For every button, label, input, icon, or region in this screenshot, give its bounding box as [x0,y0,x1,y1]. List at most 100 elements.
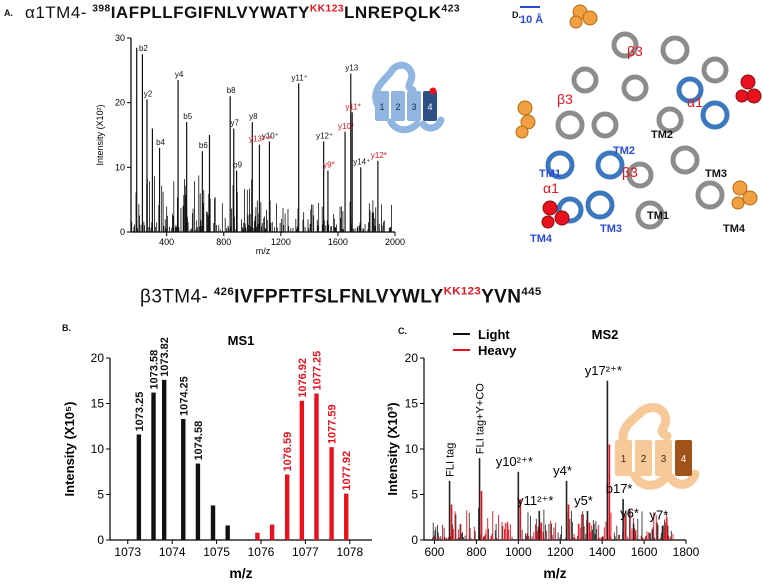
panel-c-label: C. [398,326,407,336]
inset-a-num: 1 [379,102,384,112]
x-tick-label: 1200 [271,237,291,247]
ms1-peak [225,525,230,540]
x-tick-label: 1075 [203,545,230,559]
seq-a-start: 398 [92,3,111,15]
y-tick-label: 20 [91,351,105,365]
peak-label: y11⁺ [291,73,308,82]
peak-label: y4* [553,463,572,478]
peak-label: y10* [338,122,354,131]
y-axis-label: Intensity (X10²) [95,104,105,165]
peak-label: y12⁺ [316,131,333,140]
peak-label: y2 [144,89,153,98]
peak-label: y14⁺ [353,157,370,166]
peak-label: 1077.59 [327,404,339,444]
peak-label: b2 [139,44,148,53]
ms1-peak [151,392,156,540]
peak-label: y10⁺ [262,131,279,140]
peak-label: b5 [183,112,192,121]
peak-label: 1077.92 [341,451,353,491]
peak-label: y6* [620,506,639,521]
x-tick-label: 1078 [336,545,363,559]
inset-c-num: 1 [621,454,627,465]
structure-label: TM2 [613,145,635,157]
structure-label: α1 [687,94,703,110]
y-tick-label: 20 [405,351,419,365]
y-tick-label: 5 [97,488,104,502]
y-tick-label: 20 [115,98,125,108]
ms1-peak [284,474,290,540]
seq-a-label: KK123 [309,3,345,15]
structure-label: TM4 [530,233,553,245]
peak-label: y11* [345,102,360,111]
structure-label: β3 [557,91,573,107]
seq-a-tail: LNREPQLK [344,3,442,22]
structure-panel-d: 10 Å β3 β3 α1 β3 α1 TM1 TM2 TM3 TM4 TM1 … [515,4,762,245]
seq-b-label: KK123 [443,286,482,298]
y-tick-label: 15 [91,397,105,411]
inset-a-num: 3 [411,102,416,112]
structure-label: TM3 [705,168,727,180]
y-tick-label: 0 [97,533,104,547]
ms1-peak [181,418,186,540]
chart-b-ms1: 1073 1074 1075 1076 1077 1078 0 5 10 15 20 m/z Inten… [62,333,372,581]
peak-label: y8 [249,112,258,121]
y-tick-label: 10 [405,442,419,456]
alpha1-tm4-sequence: α1TM4- 398IAFPLLFGIFNLVYWATYKK123LNREPQL… [25,3,460,23]
structure-label: TM2 [651,129,673,141]
inset-a-num: 4 [427,102,432,112]
chart-title: MS2 [592,327,619,342]
x-tick-label: 400 [159,237,174,247]
chart-a-spectrum: 400 800 1200 1600 2000 0 10 20 30 m/z Intensity (X… [95,33,405,256]
peak-label: y12* [371,151,387,160]
x-axis-label: m/z [256,246,271,256]
inset-c-num: 4 [681,454,687,465]
seq-a-body: IAFPLLFGIFNLVYWATY [110,3,310,22]
seq-b-end: 445 [521,286,542,298]
y-axis-label: Intensity (X10⁵) [62,402,77,497]
peak-label: 1074.25 [178,376,190,416]
peak-label: FLI tag+Y+CO [475,383,487,454]
x-tick-label: 800 [216,237,231,247]
ms1-peak [210,505,216,540]
peak-label: 1073.25 [134,392,146,432]
ms1-peak [344,493,349,540]
x-tick-label: 1073 [114,545,141,559]
x-tick-label: 2000 [385,237,405,247]
peak-label: 1073.82 [159,337,171,377]
peak-label: y13²⁺* [249,135,272,144]
panel-a-label: A. [4,8,13,18]
ms1-peak [195,463,201,540]
y-tick-label: 15 [405,397,419,411]
panel-b-label: B. [62,323,71,333]
peak-label: b9 [233,161,242,170]
ms1-peak [299,400,305,540]
topology-inset-a: 1 2 3 4 [372,61,445,134]
y-tick-label: 10 [91,442,105,456]
peak-label: y11²⁺* [517,493,553,508]
ms1-peak [329,447,334,540]
y-tick-label: 0 [411,533,418,547]
inset-c-num: 2 [641,454,647,465]
legend-label: Heavy [478,343,517,358]
structure-label: α1 [543,180,559,196]
topology-inset-c: 1 2 3 4 [615,403,700,490]
peak-label: y13 [345,64,358,73]
y-tick-label: 10 [115,162,125,172]
peak-label: y9* [323,161,335,170]
seq-b-start: 426 [213,286,235,298]
peak-label: b8 [227,86,236,95]
y-tick-label: 0 [120,227,125,237]
seq-b-tail: YVN [481,286,522,308]
seq-a-prefix: α1TM4- [25,3,87,22]
x-tick-label: 1800 [673,545,700,559]
seq-b-prefix: β3TM4- [140,286,209,308]
structure-label: TM1 [539,168,561,180]
structure-label: β3 [622,164,638,180]
peak-label: b17* [606,481,633,496]
peak-label: y10²⁺* [496,454,533,469]
x-tick-label: 600 [424,545,444,559]
peak-label: y7* [650,507,669,522]
label-site-icon [429,87,437,95]
x-tick-label: 1600 [328,237,348,247]
peak-label: 1074.58 [193,421,205,461]
